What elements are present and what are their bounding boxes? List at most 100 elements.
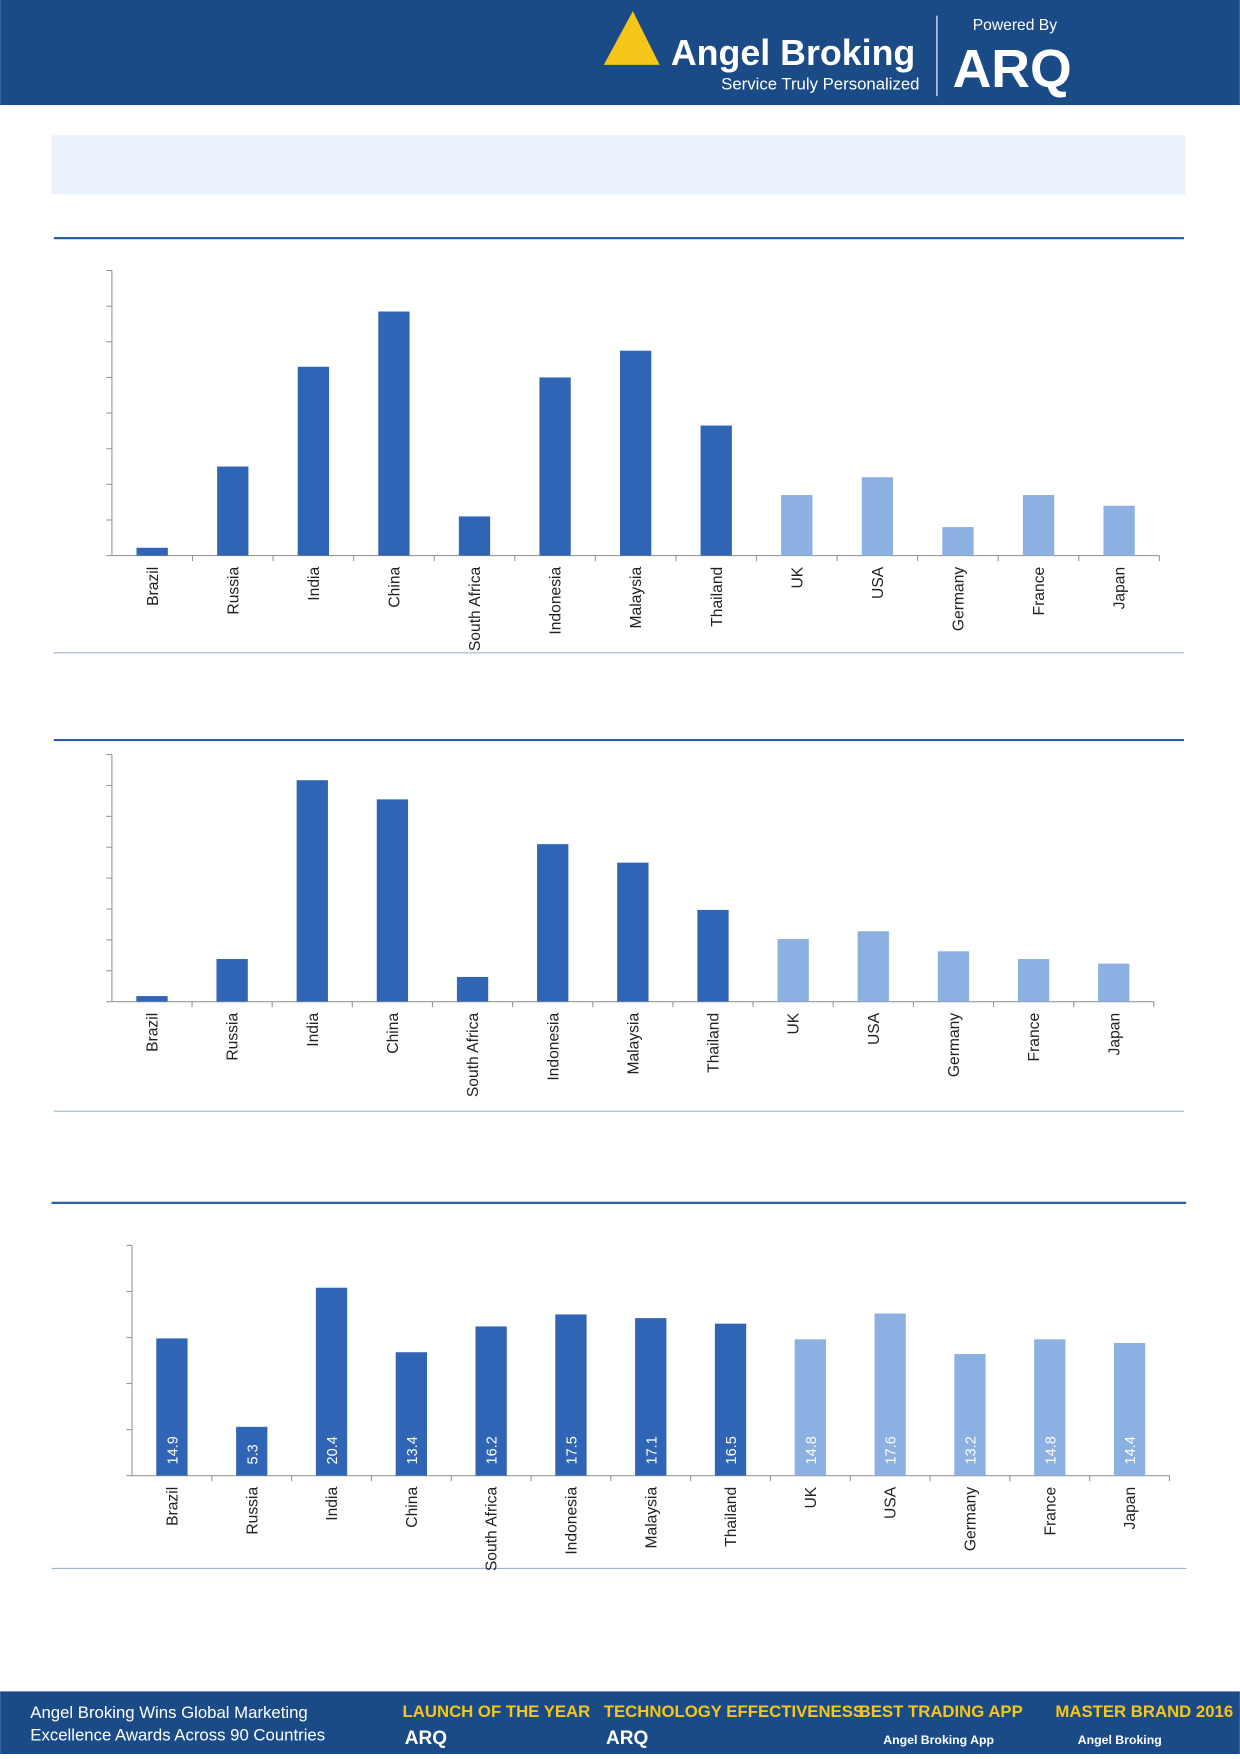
x-tick-label: Russia [244, 1487, 261, 1535]
tagline: Service Truly Personalized [721, 74, 919, 93]
bar [236, 1426, 268, 1476]
bar [136, 996, 168, 1002]
bar [700, 425, 732, 556]
data-label: 17.6 [884, 1436, 900, 1464]
bar [217, 466, 249, 556]
x-tick-label: China [387, 566, 404, 607]
x-tick-label: USA [866, 1012, 883, 1045]
bar [620, 350, 652, 556]
bar [1017, 959, 1050, 1002]
data-label: 13.4 [405, 1436, 421, 1464]
x-tick-label: Indonesia [548, 566, 565, 634]
logo [603, 11, 660, 65]
data-label: 14.8 [1043, 1436, 1059, 1464]
x-tick-label: China [404, 1487, 421, 1528]
bar [456, 976, 489, 1002]
footer-headline: Angel Broking Wins Global Marketing [30, 1703, 307, 1722]
footer-headline: Excellence Awards Across 90 Countries [30, 1726, 325, 1745]
x-tick-label: France [1042, 1487, 1059, 1536]
bar [1103, 505, 1135, 556]
bar [1034, 1339, 1066, 1476]
data-label: 16.2 [485, 1436, 501, 1464]
award-sub: ARQ [405, 1728, 447, 1749]
bar [475, 1326, 507, 1476]
bar [378, 311, 410, 556]
x-tick-label: Indonesia [545, 1013, 562, 1081]
bar [635, 1318, 667, 1476]
bar [777, 938, 809, 1002]
award-sub: ARQ [606, 1728, 648, 1749]
brand: Angel Broking [671, 33, 915, 73]
x-tick-label: Germany [963, 1487, 980, 1551]
bar [376, 799, 409, 1002]
x-tick-label: Brazil [145, 1013, 162, 1052]
x-tick-label: Indonesia [564, 1487, 581, 1555]
x-tick-label: Brazil [165, 1487, 182, 1526]
bar [714, 1323, 747, 1476]
x-tick-label: Thailand [706, 1013, 723, 1073]
bar [296, 780, 328, 1002]
x-tick-label: Japan [1106, 1013, 1123, 1056]
x-tick-label: Russia [225, 566, 242, 614]
x-tick-label: Thailand [709, 567, 726, 627]
footer-band [0, 1691, 1240, 1754]
x-tick-label: China [385, 1013, 402, 1054]
bar [697, 909, 729, 1002]
bar [395, 1352, 427, 1476]
x-tick-label: France [1026, 1013, 1043, 1062]
x-tick-label: UK [786, 1012, 803, 1034]
bar [942, 527, 974, 556]
bar [458, 516, 491, 556]
bar [781, 495, 813, 556]
data-label: 17.5 [565, 1436, 581, 1464]
x-tick-label: USA [870, 566, 887, 599]
x-tick-label: UK [789, 566, 806, 588]
data-label: 14.4 [1123, 1436, 1139, 1464]
x-tick-label: South Africa [467, 566, 484, 651]
bar [555, 1314, 587, 1476]
x-tick-label: South Africa [484, 1487, 501, 1572]
title-panel [51, 135, 1186, 195]
x-tick-label: India [305, 1013, 322, 1047]
x-tick-label: Germany [946, 1013, 963, 1077]
award-sub: Angel Broking [1078, 1733, 1162, 1747]
data-label: 16.5 [724, 1436, 740, 1464]
data-label: 13.2 [964, 1436, 980, 1464]
x-tick-label: UK [803, 1486, 820, 1508]
powered-by: Powered By [973, 17, 1058, 34]
bar [794, 1339, 826, 1476]
bar [1113, 1342, 1146, 1476]
data-label: 20.4 [325, 1436, 341, 1464]
data-label: 14.8 [804, 1436, 820, 1464]
x-tick-label: Thailand [723, 1487, 740, 1547]
bar [937, 951, 970, 1002]
x-tick-label: India [324, 1487, 341, 1521]
bar [315, 1287, 348, 1476]
bar [861, 477, 894, 556]
data-label: 17.1 [644, 1436, 660, 1464]
bar [297, 366, 329, 556]
bar [874, 1313, 906, 1476]
data-label: 5.3 [245, 1444, 261, 1464]
bar [857, 931, 889, 1002]
x-tick-label: Malaysia [625, 1013, 642, 1075]
x-tick-label: Japan [1112, 567, 1129, 610]
x-tick-label: India [306, 566, 323, 600]
x-tick-label: Malaysia [628, 566, 645, 628]
bar [1098, 963, 1130, 1002]
x-tick-label: Malaysia [643, 1487, 660, 1549]
bar [1022, 495, 1055, 556]
x-tick-label: USA [883, 1486, 900, 1519]
x-tick-label: Russia [225, 1013, 242, 1061]
award-title: MASTER BRAND 2016 [1055, 1702, 1233, 1721]
data-label: 14.9 [166, 1436, 182, 1464]
award-title: TECHNOLOGY EFFECTIVENESS [604, 1702, 864, 1721]
bar [617, 862, 649, 1002]
award-title: LAUNCH OF THE YEAR [403, 1702, 591, 1721]
bar [156, 1338, 188, 1476]
bar [539, 377, 571, 556]
bar [216, 959, 248, 1002]
x-tick-label: Brazil [145, 567, 162, 606]
